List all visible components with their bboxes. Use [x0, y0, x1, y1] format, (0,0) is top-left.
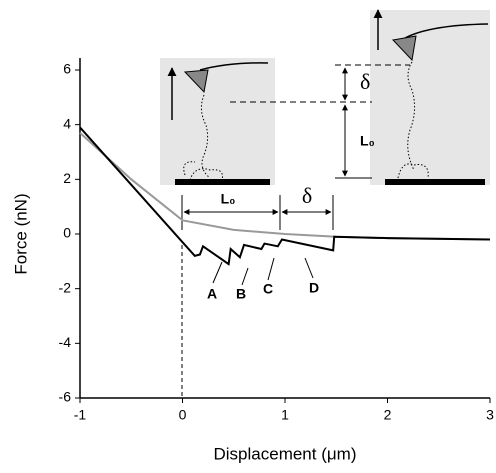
- y-tick-label: 6: [63, 61, 71, 77]
- x-tick-label: 1: [281, 407, 289, 423]
- y-tick-label: 0: [63, 225, 71, 241]
- inset-left: [160, 58, 275, 185]
- y-axis-title: Force (nN): [11, 193, 30, 274]
- peak-label: D: [309, 280, 319, 296]
- x-tick-label: 3: [486, 407, 494, 423]
- inset-delta: δ: [360, 69, 370, 94]
- peak-label: A: [207, 286, 217, 302]
- x-tick-label: 0: [179, 407, 187, 423]
- dimension-lines: [230, 64, 410, 179]
- x-axis-title: Displacement (μm): [214, 444, 357, 463]
- y-tick-label: -4: [59, 334, 72, 350]
- x-tick-label: 2: [384, 407, 392, 423]
- x-tick-label: -1: [74, 407, 87, 423]
- peak-label: B: [236, 286, 246, 302]
- y-tick-label: 2: [63, 170, 71, 186]
- peak-label: C: [263, 281, 273, 297]
- inset-right: [370, 9, 490, 185]
- delta-label: δ: [302, 183, 312, 208]
- y-tick-label: -2: [59, 279, 72, 295]
- y-tick-label: -6: [59, 389, 72, 405]
- inset-l0: L₀: [360, 133, 375, 149]
- y-tick-label: 4: [63, 115, 71, 131]
- span-arrows: [181, 195, 334, 398]
- data-line: [79, 126, 491, 266]
- l0-label: L₀: [221, 191, 236, 207]
